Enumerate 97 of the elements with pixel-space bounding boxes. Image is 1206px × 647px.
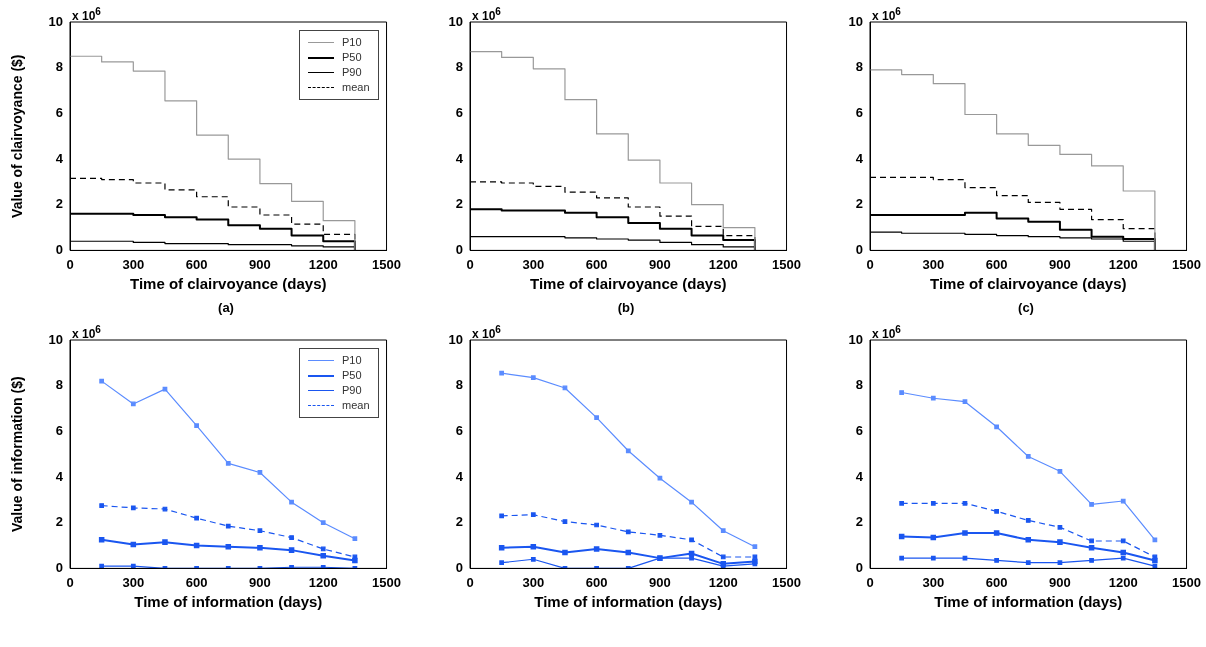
x-tick-label: 1500: [772, 256, 801, 272]
y-tick-label: 4: [855, 468, 864, 484]
annotation: x 10$^{6}$: [872, 324, 901, 341]
legend-label: mean: [342, 398, 370, 413]
y-tick-label: 2: [55, 514, 63, 530]
x-tick-label: 1200: [1108, 256, 1138, 272]
y-tick-label: 2: [455, 196, 463, 212]
y-tick-label: 6: [55, 104, 63, 120]
annotation: x 10$^{6}$: [72, 324, 101, 341]
y-axis-title: Value of clairvoyance ($): [9, 54, 26, 218]
y-tick-label: 2: [455, 514, 463, 530]
y-tick-label: 6: [455, 422, 463, 438]
y-tick-label: 8: [855, 59, 863, 75]
legend-label: P90: [342, 65, 362, 80]
x-tick-label: 0: [66, 574, 74, 590]
y-tick-label: 10: [48, 13, 63, 29]
x-tick-label: 600: [185, 574, 208, 590]
y-tick-label: 8: [855, 377, 863, 393]
x-tick-label: 0: [466, 574, 474, 590]
y-tick-label: 10: [848, 331, 863, 347]
x-tick-label: 0: [66, 256, 74, 272]
y-axis-title: Value of information ($): [9, 376, 26, 532]
y-tick-label: 4: [455, 150, 464, 166]
annotation: x 10$^{6}$: [72, 6, 101, 23]
y-tick-label: 6: [55, 422, 63, 438]
x-tick-label: 600: [985, 256, 1008, 272]
x-tick-label: 300: [122, 256, 145, 272]
x-tick-label: 300: [922, 256, 945, 272]
text: (c): [1017, 300, 1035, 315]
legend-label: P50: [342, 50, 362, 65]
x-tick-label: 900: [249, 574, 271, 590]
text: (b): [616, 300, 636, 315]
x-tick-label: 0: [866, 256, 874, 272]
y-tick-label: 8: [455, 59, 463, 75]
x-axis-title: Time of information (days): [534, 593, 723, 611]
x-tick-label: 1200: [1108, 574, 1138, 590]
y-tick-label: 2: [55, 196, 63, 212]
y-tick-label: 6: [855, 104, 863, 120]
x-axis-title: Time of clairvoyance (days): [130, 275, 327, 293]
y-tick-label: 4: [855, 150, 864, 166]
x-tick-label: 300: [922, 574, 945, 590]
x-axis-title: Time of clairvoyance (days): [930, 275, 1127, 293]
y-tick-label: 4: [455, 468, 464, 484]
x-tick-label: 600: [185, 256, 208, 272]
y-tick-label: 8: [55, 59, 63, 75]
y-tick-label: 0: [455, 559, 463, 575]
x-tick-label: 900: [649, 574, 671, 590]
x-axis-title: Time of information (days): [134, 593, 323, 611]
annotation: x 10$^{6}$: [472, 324, 501, 341]
text: (a): [217, 300, 235, 315]
y-tick-label: 4: [55, 150, 64, 166]
y-tick-label: 0: [855, 559, 863, 575]
legend-label: P10: [342, 35, 362, 50]
x-tick-label: 600: [585, 256, 608, 272]
x-tick-label: 900: [249, 256, 271, 272]
y-tick-label: 2: [855, 514, 863, 530]
y-tick-label: 6: [455, 104, 463, 120]
legend-label: mean: [342, 80, 370, 95]
x-tick-label: 1200: [708, 574, 738, 590]
legend-label: P10: [342, 353, 362, 368]
x-axis-title: Time of clairvoyance (days): [530, 275, 727, 293]
y-tick-label: 10: [48, 331, 63, 347]
x-tick-label: 1500: [772, 574, 801, 590]
x-tick-label: 600: [585, 574, 608, 590]
y-tick-label: 0: [55, 241, 63, 257]
x-tick-label: 1200: [308, 256, 338, 272]
y-tick-label: 10: [448, 331, 463, 347]
x-tick-label: 300: [122, 574, 145, 590]
x-tick-label: 900: [1049, 574, 1071, 590]
y-tick-label: 0: [855, 241, 863, 257]
x-axis-title: Time of information (days): [934, 593, 1123, 611]
y-tick-label: 8: [455, 377, 463, 393]
x-tick-label: 1500: [372, 256, 401, 272]
y-tick-label: 6: [855, 422, 863, 438]
y-tick-label: 10: [848, 13, 863, 29]
x-tick-label: 900: [1049, 256, 1071, 272]
x-tick-label: 1500: [372, 574, 401, 590]
annotation: x 10$^{6}$: [872, 6, 901, 23]
y-tick-label: 4: [55, 468, 64, 484]
legend-label: P90: [342, 383, 362, 398]
y-tick-label: 8: [55, 377, 63, 393]
y-tick-label: 0: [55, 559, 63, 575]
y-tick-label: 0: [455, 241, 463, 257]
x-tick-label: 300: [522, 256, 545, 272]
x-tick-label: 300: [522, 574, 545, 590]
x-tick-label: 0: [466, 256, 474, 272]
x-tick-label: 1500: [1172, 256, 1201, 272]
x-tick-label: 1200: [308, 574, 338, 590]
x-tick-label: 900: [649, 256, 671, 272]
y-tick-label: 2: [855, 196, 863, 212]
x-tick-label: 1500: [1172, 574, 1201, 590]
y-tick-label: 10: [448, 13, 463, 29]
annotation: x 10$^{6}$: [472, 6, 501, 23]
legend-label: P50: [342, 368, 362, 383]
x-tick-label: 600: [985, 574, 1008, 590]
x-tick-label: 1200: [708, 256, 738, 272]
x-tick-label: 0: [866, 574, 874, 590]
